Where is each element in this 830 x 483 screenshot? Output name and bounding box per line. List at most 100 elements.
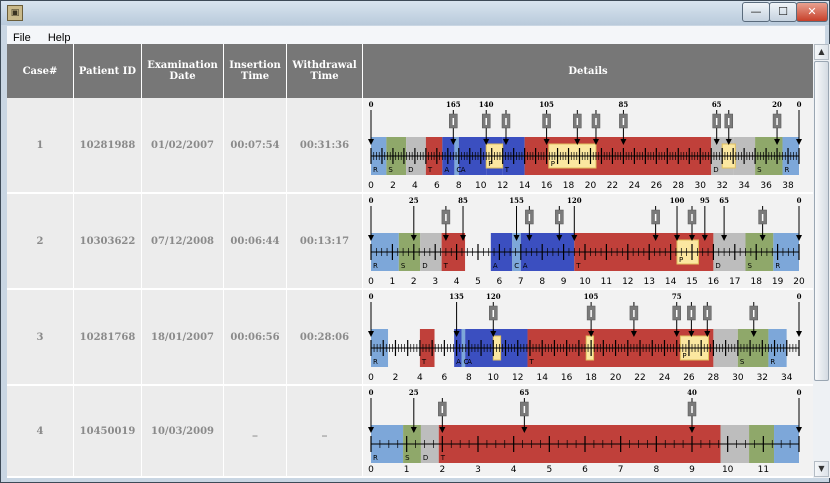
segment-label: A bbox=[523, 262, 528, 270]
tick-label: 10 bbox=[722, 465, 734, 475]
tick-label: 16 bbox=[708, 277, 720, 287]
segment-label: D bbox=[422, 262, 427, 270]
withdrawal-time-cell[interactable]: 00:31:36 bbox=[287, 98, 363, 194]
exam-date-cell[interactable]: 10/03/2009 bbox=[142, 386, 224, 478]
patient-id-cell[interactable]: 10303622 bbox=[74, 194, 142, 290]
tick-label: 0 bbox=[368, 373, 374, 383]
marker-arrow bbox=[460, 235, 467, 241]
tick-label: 10 bbox=[488, 373, 500, 383]
exam-date-cell[interactable]: 01/02/2007 bbox=[142, 98, 224, 194]
patient-id-cell[interactable]: 10281768 bbox=[74, 290, 142, 386]
tick-label: 3 bbox=[475, 465, 481, 475]
highlight-label: P bbox=[682, 352, 686, 360]
timeline-details[interactable]: P P R S D T A C A T D S R 0 2 4 6 8 10 12 14 16 18 20 22 24 26 28 30… bbox=[363, 98, 813, 194]
segment-label: C bbox=[463, 358, 468, 366]
tick-label: 4 bbox=[454, 277, 460, 287]
tick-label: 2 bbox=[390, 181, 396, 191]
header-case[interactable]: Case# bbox=[7, 44, 74, 98]
tick-label: 12 bbox=[497, 181, 508, 191]
insertion-time-cell[interactable]: _ bbox=[224, 386, 287, 478]
tick-label: 19 bbox=[772, 277, 784, 287]
marker-label: 120 bbox=[567, 196, 582, 205]
maximize-button[interactable]: ☐ bbox=[769, 2, 797, 22]
segment-label: R bbox=[373, 166, 378, 174]
marker-arrow bbox=[368, 331, 374, 337]
case-number-cell[interactable]: 4 bbox=[7, 386, 74, 478]
tick-label: 36 bbox=[760, 181, 772, 191]
segment-label: D bbox=[713, 166, 718, 174]
insertion-time-cell[interactable]: 00:06:56 bbox=[224, 290, 287, 386]
insertion-time-cell[interactable]: 00:07:54 bbox=[224, 98, 287, 194]
tick-label: 15 bbox=[686, 277, 697, 287]
marker-arrow bbox=[725, 139, 732, 145]
vertical-scrollbar[interactable]: ▲ ▼ bbox=[813, 44, 830, 478]
marker-label: 120 bbox=[486, 292, 501, 301]
insertion-time-cell[interactable]: 00:06:44 bbox=[224, 194, 287, 290]
segment-label: D bbox=[408, 166, 413, 174]
marker-label: 85 bbox=[619, 100, 629, 109]
header-exam-date[interactable]: Examination Date bbox=[142, 44, 224, 98]
patient-id-cell[interactable]: 10281988 bbox=[74, 98, 142, 194]
tick-label: 8 bbox=[539, 277, 545, 287]
case-number-cell[interactable]: 3 bbox=[7, 290, 74, 386]
tick-label: 32 bbox=[757, 373, 768, 383]
header-insertion-time[interactable]: Insertion Time bbox=[224, 44, 287, 98]
tick-label: 22 bbox=[634, 373, 645, 383]
withdrawal-time-cell[interactable]: 00:28:06 bbox=[287, 290, 363, 386]
withdrawal-time-cell[interactable]: _ bbox=[287, 386, 363, 478]
tick-label: 7 bbox=[518, 277, 524, 287]
timeline-details[interactable]: P R S D T A C A T D S R 0 1 2 3 4 5 6 7 8 9 10 11 12 13 14 15 16 17 18… bbox=[363, 194, 813, 290]
tick-label: 38 bbox=[782, 181, 794, 191]
case-number-cell[interactable]: 1 bbox=[7, 98, 74, 194]
marker-label: 0 bbox=[797, 388, 802, 397]
timeline-details[interactable]: P R T A C A T S R 0 2 4 6 8 10 12 14 16 18 20 22 24 26 28 30 32 34… bbox=[363, 290, 813, 386]
marker-label: 105 bbox=[539, 100, 554, 109]
tick-label: 12 bbox=[622, 277, 633, 287]
segment-label: R bbox=[373, 262, 378, 270]
timeline-details[interactable]: R S D T 0 1 2 3 4 5 6 7 8 9 10 11 0 25 65 40 0 bbox=[363, 386, 813, 478]
marker-label: 135 bbox=[449, 292, 464, 301]
marker-label: 155 bbox=[509, 196, 524, 205]
scroll-thumb[interactable] bbox=[814, 61, 829, 381]
marker-label: 0 bbox=[797, 196, 802, 205]
case-number-cell[interactable]: 2 bbox=[7, 194, 74, 290]
marker-arrow bbox=[759, 235, 766, 241]
marker-label: 0 bbox=[369, 388, 374, 397]
marker-arrow bbox=[502, 139, 509, 145]
patient-id-cell[interactable]: 10450019 bbox=[74, 386, 142, 478]
tick-label: 26 bbox=[683, 373, 695, 383]
close-button[interactable]: ✕ bbox=[796, 2, 828, 22]
marker-arrow bbox=[410, 427, 417, 433]
tick-label: 14 bbox=[536, 373, 548, 383]
marker-arrow bbox=[796, 427, 802, 433]
menu-help[interactable]: Help bbox=[47, 32, 71, 44]
marker-arrow bbox=[543, 139, 550, 145]
scroll-down-button[interactable]: ▼ bbox=[814, 461, 829, 477]
tick-label: 7 bbox=[618, 465, 624, 475]
segment-label: A bbox=[493, 262, 498, 270]
segment-label: T bbox=[443, 262, 449, 270]
marker-label: 0 bbox=[797, 292, 802, 301]
minimize-button[interactable]: — bbox=[742, 2, 770, 22]
segment-label: S bbox=[757, 166, 762, 174]
header-details[interactable]: Details bbox=[363, 44, 813, 98]
marker-label: 0 bbox=[797, 100, 802, 109]
marker-arrow bbox=[688, 331, 695, 337]
header-patient-id[interactable]: Patient ID bbox=[74, 44, 142, 98]
header-withdrawal-time[interactable]: Withdrawal Time bbox=[287, 44, 363, 98]
tick-label: 10 bbox=[475, 181, 487, 191]
menu-file[interactable]: File bbox=[13, 32, 31, 44]
exam-date-cell[interactable]: 18/01/2007 bbox=[142, 290, 224, 386]
marker-label: 65 bbox=[519, 388, 529, 397]
timeline-chart: R S D T 0 1 2 3 4 5 6 7 8 9 10 11 0 25 65 40 0 bbox=[368, 388, 802, 475]
exam-date-cell[interactable]: 07/12/2008 bbox=[142, 194, 224, 290]
scroll-up-button[interactable]: ▲ bbox=[814, 44, 829, 60]
marker-arrow bbox=[796, 139, 802, 145]
segment-label: T bbox=[421, 358, 427, 366]
timeline-chart: P PR S D T A C A T D S R0 2 4 6 8 10 12 14 16 18 20 22 24 26 28 30… bbox=[368, 100, 802, 191]
segment-label: S bbox=[748, 262, 753, 270]
withdrawal-time-cell[interactable]: 00:13:17 bbox=[287, 194, 363, 290]
tick-label: 28 bbox=[673, 181, 685, 191]
marker-arrow bbox=[588, 331, 595, 337]
